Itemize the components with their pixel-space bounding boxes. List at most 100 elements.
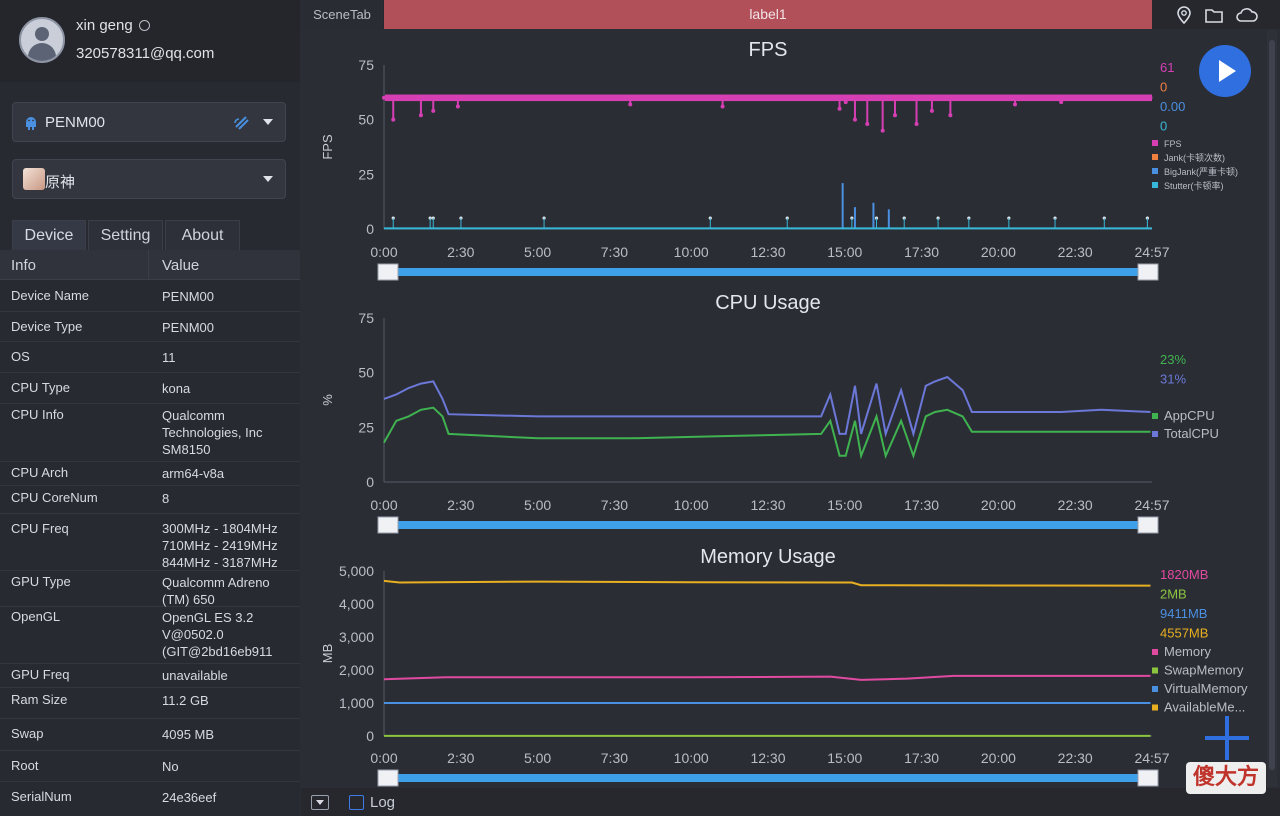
- info-value: No: [162, 759, 179, 774]
- x-tick-label: 10:00: [674, 750, 709, 766]
- tab-setting[interactable]: Setting: [88, 220, 163, 250]
- stutter-point: [1053, 216, 1057, 220]
- legend-swatch: [1152, 182, 1158, 188]
- log-toggle-button[interactable]: [311, 795, 329, 810]
- info-key: Root: [11, 758, 39, 773]
- wireless-link-icon[interactable]: [233, 114, 251, 132]
- column-header-info: Info: [11, 257, 37, 274]
- stutter-point: [967, 216, 971, 220]
- x-tick-label: 5:00: [524, 750, 551, 766]
- clock-icon: [138, 20, 150, 31]
- device-select-value: PENM00: [45, 114, 106, 131]
- user-name: xin geng: [76, 17, 133, 34]
- stutter-point: [850, 216, 854, 220]
- table-row: Device Type PENM00: [0, 312, 300, 342]
- info-value: 300MHz - 1804MHz 710MHz - 2419MHz 844MHz…: [162, 521, 278, 570]
- fps-drop-point: [455, 104, 460, 109]
- info-value: 8: [162, 491, 170, 506]
- fps-drop-point: [720, 104, 725, 109]
- chart-title: Memory Usage: [700, 546, 836, 568]
- legend-entry: VirtualMemory: [1164, 681, 1248, 696]
- device-select[interactable]: PENM00: [12, 102, 286, 142]
- avatar[interactable]: [19, 17, 65, 63]
- legend-current-value: 2MB: [1160, 587, 1187, 602]
- x-tick-label: 2:30: [447, 497, 474, 513]
- x-tick-label: 17:30: [904, 244, 939, 260]
- table-row: CPU Info Qualcomm Technologies, Inc SM815…: [0, 404, 300, 462]
- x-tick-label: 20:00: [981, 244, 1016, 260]
- y-tick-label: 2,000: [339, 662, 374, 678]
- legend-entry: Stutter(卡顿率): [1164, 180, 1224, 191]
- fps-drop-point: [948, 113, 953, 118]
- x-tick-label: 0:00: [370, 497, 397, 513]
- tab-about[interactable]: About: [165, 220, 240, 250]
- legend-swatch: [1152, 154, 1158, 160]
- legend-entry: AvailableMe...: [1164, 700, 1245, 715]
- column-header-value: Value: [162, 257, 200, 274]
- scrollbar[interactable]: [1267, 30, 1277, 787]
- legend-current-value: 23%: [1160, 352, 1186, 367]
- scrollbar-thumb[interactable]: [1269, 40, 1275, 770]
- table-row: SerialNum 24e36eef: [0, 782, 300, 816]
- range-slider-end-handle[interactable]: [1137, 263, 1159, 281]
- x-tick-label: 12:30: [750, 750, 785, 766]
- table-row: Swap 4095 MB: [0, 719, 300, 751]
- app-icon: [23, 168, 45, 190]
- stutter-point: [542, 216, 546, 220]
- legend-current-value: 0: [1160, 80, 1167, 95]
- info-key: CPU CoreNum: [11, 490, 98, 505]
- info-value: PENM00: [162, 289, 215, 304]
- fps-drop-point: [865, 122, 870, 127]
- table-row: GPU Freq unavailable: [0, 664, 300, 688]
- bottombar: Log: [301, 788, 1280, 816]
- range-slider-start-handle[interactable]: [377, 769, 399, 787]
- x-tick-label: 2:30: [447, 750, 474, 766]
- scene-tab[interactable]: SceneTab: [301, 0, 383, 29]
- info-key: OpenGL: [11, 609, 61, 624]
- range-slider-track: [389, 521, 1147, 529]
- add-icon[interactable]: [1203, 714, 1251, 762]
- legend-current-value: 1820MB: [1160, 567, 1208, 582]
- fps-drop-point: [431, 108, 436, 113]
- fps-drop-point: [1148, 95, 1153, 100]
- legend-current-value: 0: [1160, 119, 1167, 134]
- info-key: Device Name: [11, 288, 90, 303]
- watermark-logo: 傻大方: [1186, 762, 1266, 794]
- chevron-down-icon: [263, 176, 273, 182]
- fps-drop-point: [1013, 102, 1018, 107]
- y-tick-label: 75: [358, 310, 374, 326]
- label-tab[interactable]: label1: [384, 0, 1152, 29]
- fps-drop-point: [382, 95, 386, 100]
- legend-entry: AppCPU: [1164, 408, 1215, 423]
- tab-device[interactable]: Device: [12, 220, 86, 250]
- range-slider-end-handle[interactable]: [1137, 769, 1159, 787]
- stutter-point: [391, 216, 395, 220]
- info-value: arm64-v8a: [162, 466, 225, 481]
- folder-icon[interactable]: [1204, 5, 1224, 25]
- info-key: GPU Type: [11, 574, 71, 589]
- x-tick-label: 24:57: [1134, 750, 1169, 766]
- info-value: Qualcomm Technologies, Inc SM8150: [162, 408, 263, 457]
- play-icon: [1219, 60, 1236, 82]
- play-button[interactable]: [1199, 45, 1251, 97]
- log-checkbox[interactable]: [349, 795, 364, 810]
- legend-current-value: 0.00: [1160, 99, 1185, 114]
- location-icon[interactable]: [1174, 5, 1194, 25]
- table-row: OS 11: [0, 342, 300, 373]
- range-slider-start-handle[interactable]: [377, 263, 399, 281]
- x-tick-label: 10:00: [674, 497, 709, 513]
- y-axis-label: %: [320, 394, 335, 406]
- range-slider-start-handle[interactable]: [377, 516, 399, 534]
- stutter-point: [428, 216, 432, 220]
- cloud-icon[interactable]: [1235, 5, 1259, 25]
- legend-entry: BigJank(严重卡顿): [1164, 166, 1238, 177]
- stutter-point: [785, 216, 789, 220]
- range-slider-end-handle[interactable]: [1137, 516, 1159, 534]
- legend-entry: Memory: [1164, 644, 1211, 659]
- fps-drop-point: [843, 100, 848, 105]
- fps-drop-point: [391, 117, 396, 122]
- y-tick-label: 50: [358, 112, 374, 128]
- app-select[interactable]: 原神: [12, 159, 286, 199]
- legend-swatch: [1152, 704, 1158, 711]
